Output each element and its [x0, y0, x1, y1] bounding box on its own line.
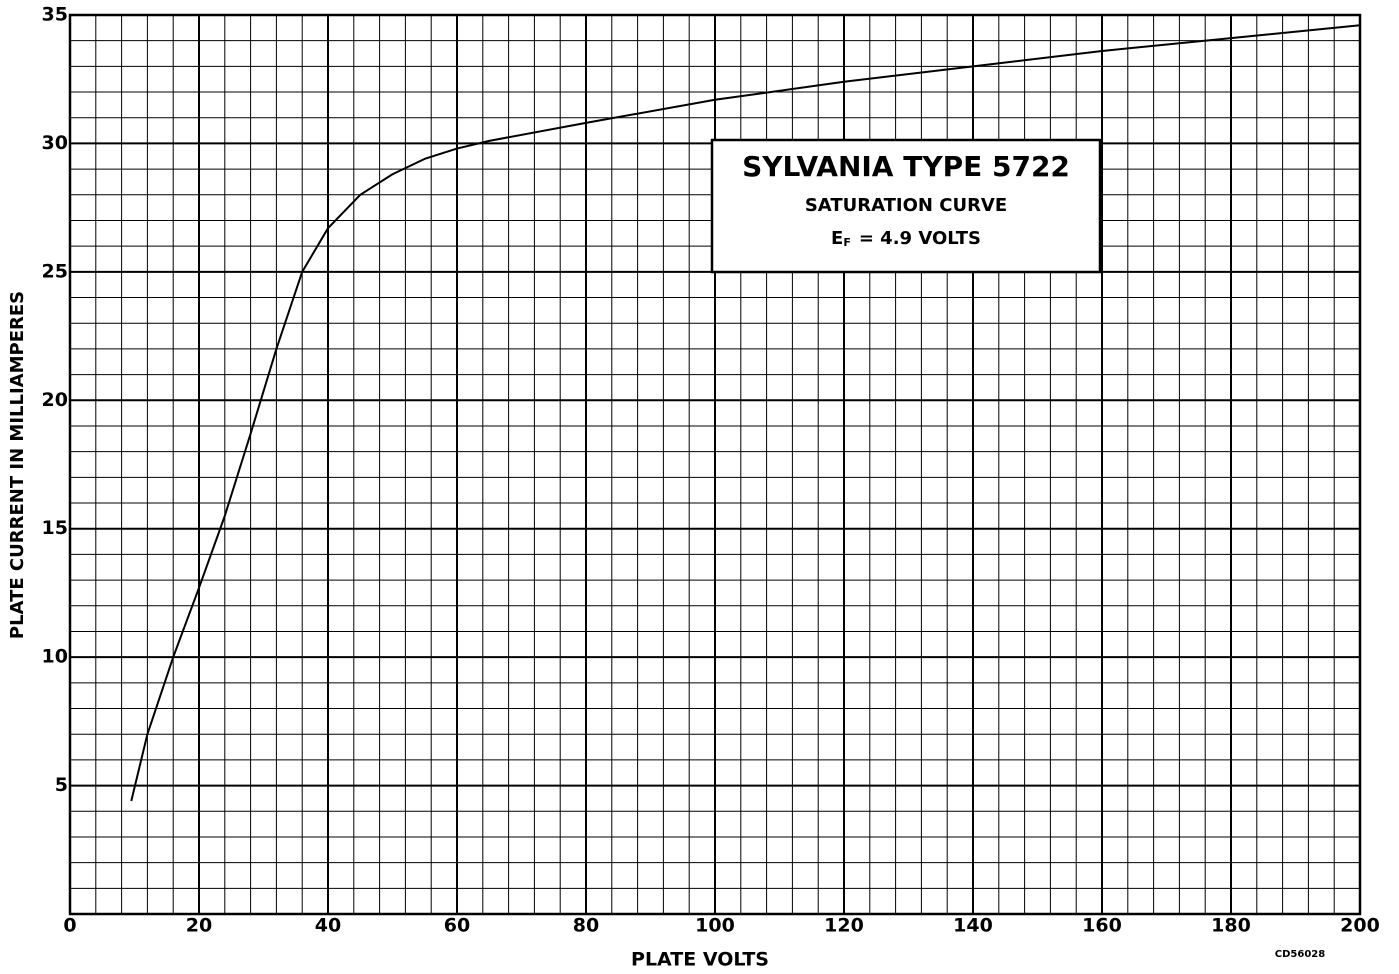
formula-symbol: E — [831, 228, 843, 249]
annotation-box — [710, 138, 1102, 274]
annotation-title: SYLVANIA TYPE 5722 — [742, 150, 1070, 183]
y-tick-label: 25 — [42, 260, 68, 282]
x-tick-label: 80 — [573, 915, 599, 937]
x-tick-label: 160 — [1082, 915, 1122, 937]
formula-subscript: F — [843, 236, 851, 249]
annotation-formula: EF = 4.9 VOLTS — [831, 228, 981, 249]
x-axis-label: PLATE VOLTS — [631, 949, 769, 971]
y-tick-label: 15 — [42, 517, 68, 539]
y-tick-label: 10 — [42, 646, 68, 668]
x-tick-label: 40 — [315, 915, 341, 937]
x-tick-label: 200 — [1340, 915, 1380, 937]
formula-value: = 4.9 VOLTS — [859, 228, 981, 249]
y-axis-label: PLATE CURRENT IN MILLIAMPERES — [7, 291, 28, 639]
annotation-subtitle: SATURATION CURVE — [805, 195, 1007, 216]
y-tick-label: 5 — [55, 774, 68, 796]
x-tick-label: 60 — [444, 915, 470, 937]
x-tick-label: 100 — [695, 915, 735, 937]
data-line — [130, 24, 1361, 802]
y-tick-label: 30 — [42, 132, 68, 154]
plot-frame — [68, 13, 1362, 916]
x-tick-label: 120 — [824, 915, 864, 937]
y-tick-label: 35 — [42, 4, 68, 26]
x-tick-label: 20 — [186, 915, 212, 937]
y-tick-label: 20 — [42, 389, 68, 411]
x-tick-label: 0 — [63, 915, 76, 937]
x-tick-label: 180 — [1211, 915, 1251, 937]
x-tick-label: 140 — [953, 915, 993, 937]
code-stamp: CD56028 — [1275, 949, 1325, 960]
